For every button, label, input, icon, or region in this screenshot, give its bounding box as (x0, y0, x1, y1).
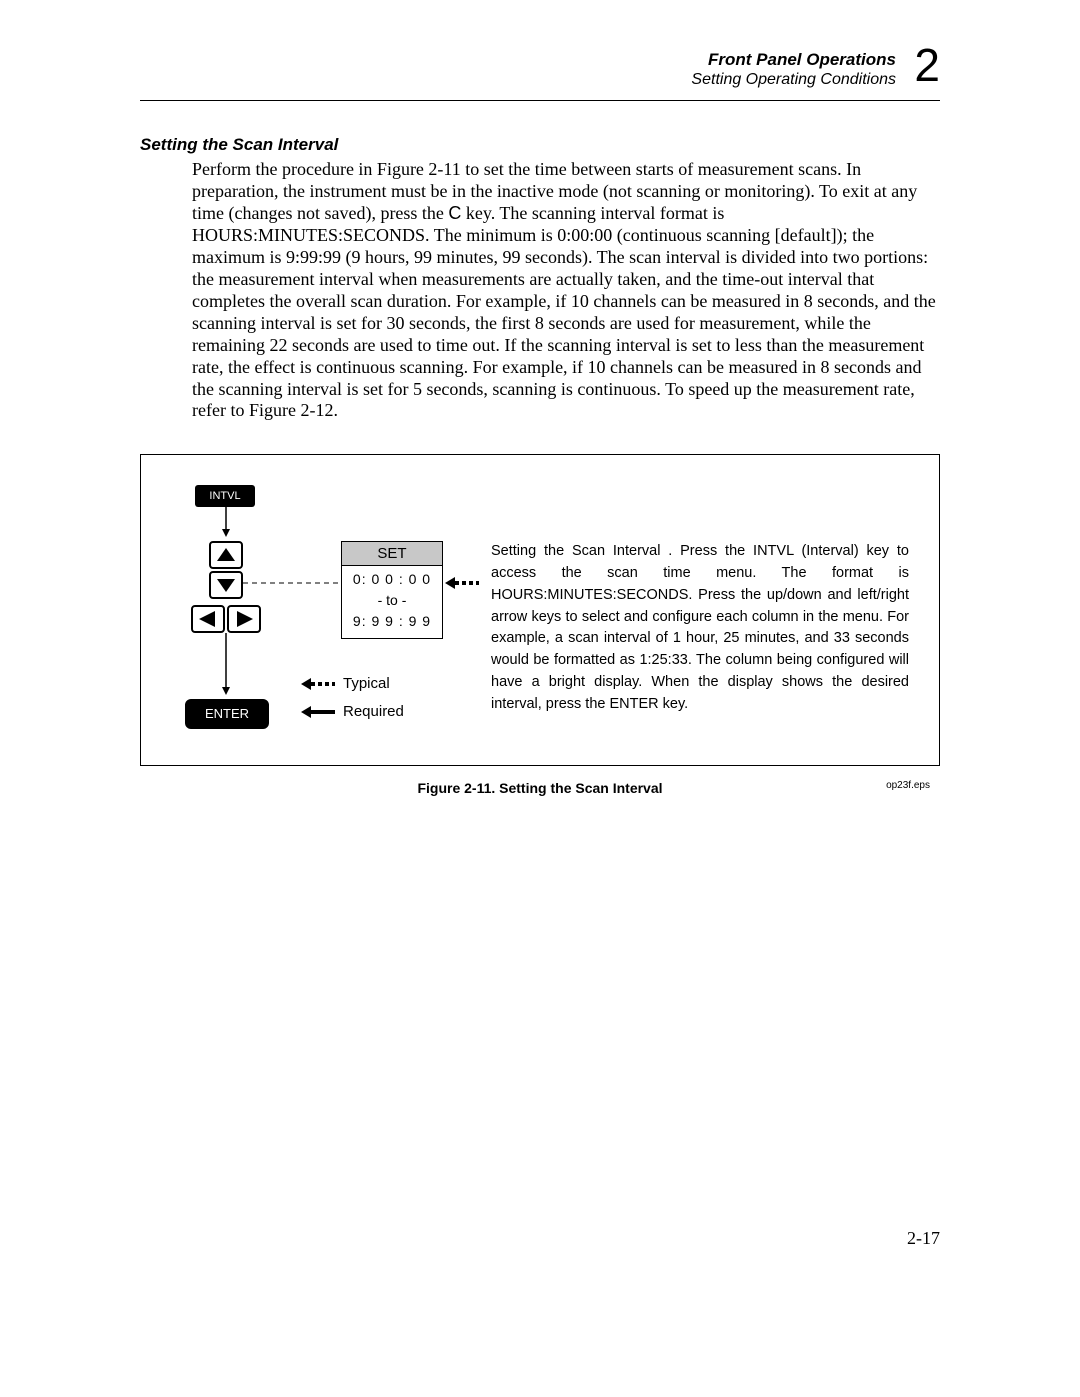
figure-caption: Figure 2-11. Setting the Scan Interval (140, 780, 940, 796)
set-to: - to - (342, 590, 442, 611)
legend-required: Required (301, 703, 404, 720)
c-key: C (448, 203, 461, 223)
set-max: 9: 9 9 : 9 9 (342, 611, 442, 632)
dashed-connector (243, 571, 341, 591)
eps-filename: op23f.eps (886, 780, 930, 791)
section-title: Setting the Scan Interval (140, 135, 940, 155)
figure-description: Setting the Scan Interval . Press the IN… (491, 541, 909, 715)
typical-label: Typical (343, 675, 390, 692)
flow-arrow-2 (221, 633, 231, 695)
chapter-number: 2 (914, 38, 940, 92)
section-body: Perform the procedure in Figure 2-11 to … (192, 159, 940, 422)
set-box: SET 0: 0 0 : 0 0 - to - 9: 9 9 : 9 9 (341, 541, 443, 639)
up-arrow-button (209, 541, 243, 569)
figure-box: INTVL ENTER SET (140, 454, 940, 766)
page-number: 2-17 (907, 1228, 940, 1249)
flow-arrow-1 (221, 507, 231, 537)
intvl-button: INTVL (195, 485, 255, 507)
right-arrow-button (227, 605, 261, 633)
header-subtitle: Setting Operating Conditions (691, 70, 896, 89)
typical-arrow-icon-set (445, 575, 479, 591)
down-arrow-button (209, 571, 243, 599)
enter-button: ENTER (185, 699, 269, 729)
legend-typical: Typical (301, 675, 390, 692)
required-arrow-icon (301, 704, 335, 720)
required-label: Required (343, 703, 404, 720)
set-header: SET (342, 542, 442, 566)
left-arrow-button (191, 605, 225, 633)
body-post: key. The scanning interval format is HOU… (192, 203, 936, 421)
typical-arrow-icon (301, 676, 335, 692)
page-header: Front Panel Operations Setting Operating… (140, 50, 940, 101)
set-min: 0: 0 0 : 0 0 (342, 569, 442, 590)
header-title: Front Panel Operations (691, 50, 896, 70)
